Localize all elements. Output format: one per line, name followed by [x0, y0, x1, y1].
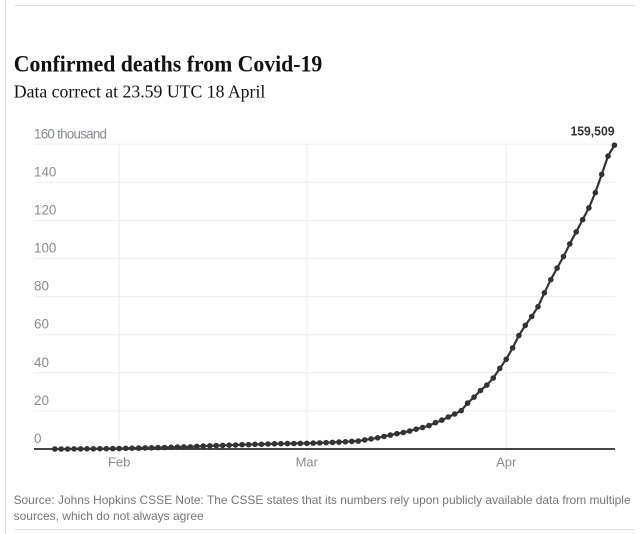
svg-text:sources, which do not always a: sources, which do not always agree — [14, 509, 204, 523]
svg-text:100: 100 — [34, 241, 56, 256]
svg-text:120: 120 — [34, 203, 56, 218]
svg-text:40: 40 — [34, 355, 49, 370]
svg-text:Data correct at 23.59 UTC 18 A: Data correct at 23.59 UTC 18 April — [14, 82, 265, 102]
svg-text:140: 140 — [34, 164, 56, 179]
svg-text:0: 0 — [34, 431, 41, 446]
svg-text:20: 20 — [34, 393, 49, 408]
svg-text:Source: Johns Hopkins CSSE Not: Source: Johns Hopkins CSSE Note: The CSS… — [14, 493, 631, 507]
svg-text:80: 80 — [34, 279, 49, 294]
svg-text:60: 60 — [34, 317, 49, 332]
svg-text:Confirmed deaths from Covid-19: Confirmed deaths from Covid-19 — [14, 52, 323, 78]
svg-text:Mar: Mar — [296, 455, 319, 470]
svg-text:159,509: 159,509 — [571, 123, 615, 138]
svg-text:160 thousand: 160 thousand — [34, 126, 107, 141]
svg-text:Feb: Feb — [108, 455, 130, 470]
svg-text:Apr: Apr — [496, 455, 517, 470]
